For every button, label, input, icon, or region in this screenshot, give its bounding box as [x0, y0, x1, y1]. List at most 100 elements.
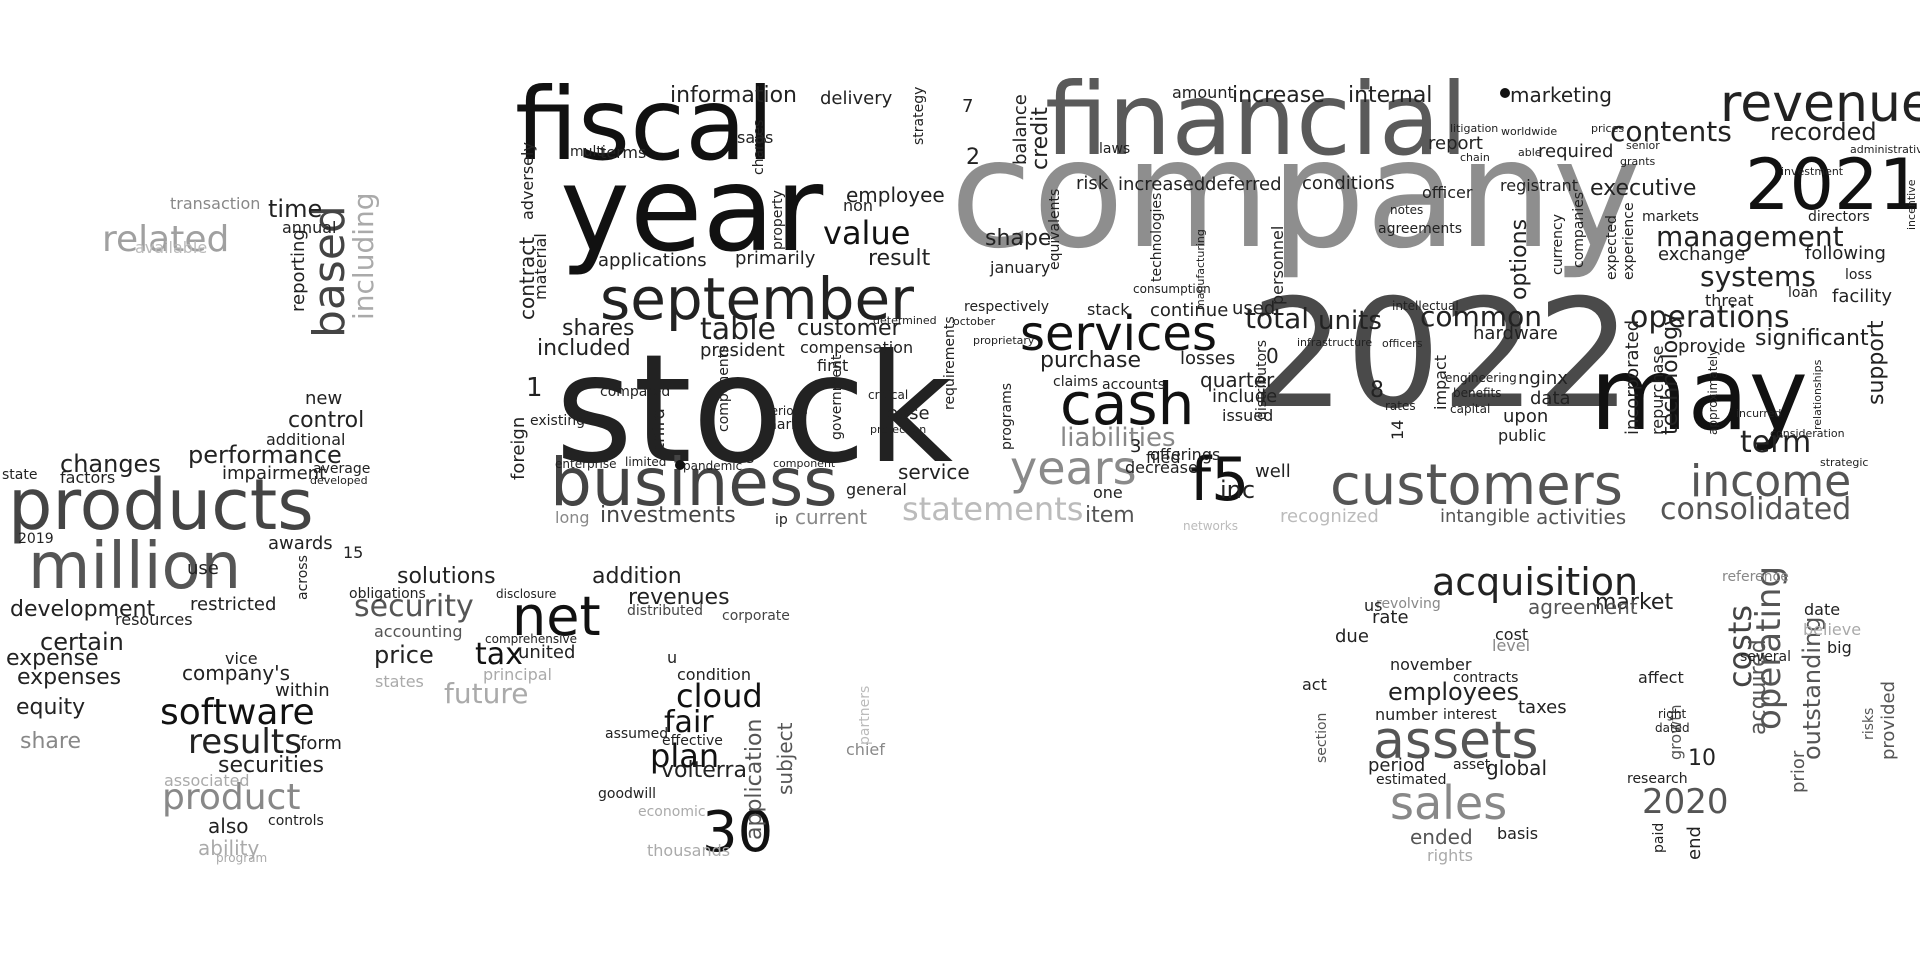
word-asset: asset — [1453, 757, 1491, 773]
word-revenues: revenues — [628, 585, 730, 610]
word-cash: cash — [1060, 370, 1195, 438]
word-risks: risks — [1861, 707, 1877, 740]
word-paid: paid — [1651, 822, 1667, 853]
word-facility: facility — [1832, 286, 1892, 307]
word-condition: condition — [677, 665, 751, 684]
word-loss: loss — [1845, 267, 1873, 283]
word-0: 0 — [1266, 344, 1279, 368]
word-united: united — [518, 642, 576, 663]
word-assets: assets — [1373, 711, 1539, 771]
word-options: options — [1507, 218, 1532, 300]
word-u: u — [667, 648, 678, 667]
word-terms: terms — [600, 143, 647, 162]
word-nginx: nginx — [1518, 368, 1568, 389]
word-time: time — [268, 195, 323, 223]
word-plan: plan — [650, 737, 720, 775]
word-transaction: transaction — [170, 194, 261, 213]
word-able: able — [1518, 146, 1542, 159]
word-14: 14 — [1388, 419, 1407, 440]
word-contracts: contracts — [1453, 670, 1519, 686]
word-income: income — [1690, 456, 1852, 507]
word-intellectual: intellectual — [1392, 299, 1459, 313]
word-third: third — [648, 408, 669, 450]
word-including: including — [347, 192, 380, 320]
word-market: market — [1595, 590, 1674, 615]
word-companies: companies — [1571, 191, 1587, 268]
word-average: average — [313, 461, 371, 477]
word-states: states — [375, 672, 424, 691]
word-incorporated: incorporated — [1622, 319, 1643, 435]
word-total: total — [1245, 302, 1310, 335]
word-limited: limited — [625, 455, 667, 469]
word-form: form — [300, 733, 342, 754]
word-equity: equity — [16, 695, 86, 720]
word-date: date — [1804, 600, 1841, 619]
word-stock: stock — [555, 323, 954, 497]
word-determined: determined — [873, 314, 937, 327]
word-november: november — [1390, 655, 1472, 674]
word-compensation: compensation — [800, 338, 914, 357]
word-proprietary: proprietary — [973, 334, 1035, 347]
word-component: component — [773, 457, 836, 470]
word-several: several — [1740, 649, 1792, 665]
word-applications: applications — [598, 250, 707, 271]
word-tax: tax — [475, 637, 523, 672]
word-within: within — [275, 680, 330, 701]
word-data: data — [1530, 388, 1571, 409]
word-addition: addition — [592, 564, 682, 589]
word-solutions: solutions — [397, 564, 496, 589]
word-basis: basis — [1497, 824, 1539, 843]
word-revenue: revenue — [1720, 74, 1920, 134]
word-pandemic: pandemic — [683, 459, 743, 473]
word-significant: significant — [1755, 326, 1869, 351]
word-one: one — [1093, 483, 1123, 502]
word-material: material — [531, 233, 550, 300]
word-charges: charges — [751, 119, 767, 175]
word-strategy: strategy — [911, 86, 927, 145]
word-equivalents: equivalents — [1047, 188, 1063, 270]
word-revolving: revolving — [1376, 596, 1441, 612]
word-security: security — [354, 589, 474, 624]
word-state: state — [2, 467, 38, 483]
word-lease: lease — [882, 403, 930, 424]
word-1: 1 — [526, 373, 543, 403]
word-investment: investment — [1781, 165, 1844, 178]
word-goodwill: goodwill — [598, 786, 657, 802]
word-senior: senior — [1626, 139, 1660, 152]
word-conditions: conditions — [1302, 173, 1395, 194]
word-non: non — [843, 196, 874, 215]
word-company: company — [950, 108, 1642, 282]
word-systems: systems — [1700, 260, 1816, 293]
word-delivery: delivery — [820, 88, 893, 109]
word-right: right — [1658, 707, 1687, 721]
word-technologies: technologies — [1149, 192, 1165, 282]
word-years: years — [1010, 441, 1137, 495]
word-offerings: offerings — [1150, 445, 1221, 464]
word-economic: economic — [638, 804, 706, 820]
word-incentive: incentive — [1905, 179, 1918, 230]
word-8: 8 — [1370, 378, 1384, 403]
word-periods: periods — [763, 404, 808, 418]
word-changes: changes — [60, 450, 161, 478]
word-associated: associated — [164, 771, 250, 790]
word-application: application — [742, 718, 767, 840]
word-3: 3 — [1130, 436, 1142, 457]
word-activities: activities — [1536, 505, 1627, 529]
word-long: long — [555, 508, 590, 527]
word-also: also — [208, 814, 249, 838]
word-contents: contents — [1610, 115, 1732, 148]
word-engineering: engineering — [1445, 371, 1517, 385]
word-number: number — [1375, 705, 1438, 724]
word-issued: issued — [1222, 406, 1274, 425]
word-act: act — [1302, 675, 1327, 694]
word-increase: increase — [1232, 83, 1325, 108]
word-chain: chain — [1460, 151, 1490, 164]
word-manufacturing: manufacturing — [1194, 229, 1207, 310]
word-company-s: company's — [182, 661, 291, 685]
word-securities: securities — [218, 753, 324, 778]
word-year: year — [560, 140, 824, 278]
word-well: well — [1255, 461, 1291, 482]
word-dated: dated — [1655, 721, 1690, 735]
word-program: program — [216, 851, 268, 865]
word-first: first — [817, 356, 849, 375]
